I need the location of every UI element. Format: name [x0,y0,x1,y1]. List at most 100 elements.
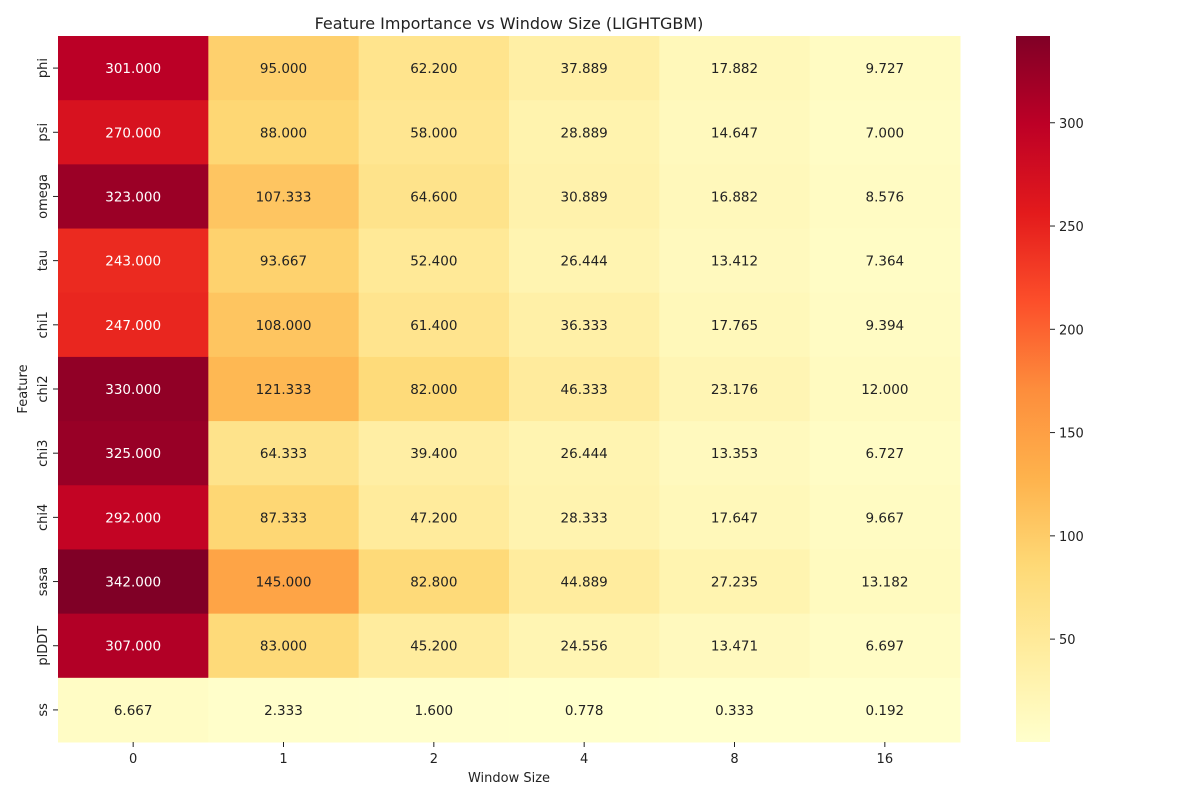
heatmap-cell [659,100,811,165]
cell-value-label: 0.778 [565,703,604,719]
heatmap-cell [509,228,660,294]
heatmap-cell [358,356,510,422]
cell-value-label: 44.889 [561,575,608,591]
cell-value-label: 9.667 [866,510,905,526]
heatmap-cell [659,549,811,615]
cell-value-label: 247.000 [105,318,161,334]
cell-value-label: 301.000 [105,61,161,77]
y-tick-label: chi3 [36,440,51,467]
cell-value-label: 325.000 [105,446,161,462]
heatmap-cell [358,549,510,615]
cell-value-label: 88.000 [260,125,307,141]
heatmap-cell [659,421,811,486]
cell-value-label: 330.000 [105,382,161,398]
cell-value-label: 23.176 [711,382,758,398]
heatmap-cell [58,549,209,615]
heatmap-cell [358,228,510,294]
cell-value-label: 28.889 [561,125,608,141]
x-tick-label: 8 [730,752,738,767]
cell-value-label: 1.600 [415,703,454,719]
heatmap-cell [208,292,360,358]
heatmap-cell [809,356,961,422]
heatmap-cell [58,100,209,165]
heatmap-cell [659,292,811,358]
heatmap-cell [358,485,510,550]
cell-value-label: 6.697 [866,639,905,655]
cell-value-label: 145.000 [256,575,312,591]
heatmap-cell [208,36,360,101]
x-axis: 0 1 2 4 8 16 [129,742,893,767]
heatmap-cell [208,100,360,165]
y-tick-label: ss [36,703,51,717]
cell-value-label: 37.889 [561,61,608,77]
cell-value-label: 58.000 [410,125,457,141]
cell-value-label: 12.000 [861,382,908,398]
cell-value-label: 64.600 [410,189,457,205]
heatmap-cell [58,485,209,550]
cell-value-label: 13.471 [711,639,758,655]
heatmap-cell [509,677,660,743]
cell-value-label: 6.667 [114,703,153,719]
heatmap-cell [58,164,209,230]
cell-value-label: 14.647 [711,125,758,141]
heatmap-cell [58,228,209,294]
heatmap-cell [358,613,510,679]
cell-value-label: 13.182 [861,575,908,591]
y-tick-label: chi1 [36,311,51,338]
x-tick-label: 16 [877,752,894,767]
heatmap-cell [58,292,209,358]
heatmap-cell [659,164,811,230]
cell-value-label: 61.400 [410,318,457,334]
heatmap-cell [509,613,660,679]
cell-value-label: 0.192 [866,703,905,719]
cell-value-label: 36.333 [561,318,608,334]
cell-value-label: 323.000 [105,189,161,205]
x-tick-label: 2 [430,752,438,767]
heatmap-cell [809,228,961,294]
cell-value-label: 9.727 [866,61,905,77]
heatmap-cell [809,164,961,230]
heatmap-cell [358,292,510,358]
heatmap-cell [358,164,510,230]
cell-value-label: 95.000 [260,61,307,77]
cell-value-label: 26.444 [561,446,608,462]
heatmap-cell [208,613,360,679]
colorbar-tick-label: 200 [1059,323,1084,338]
cell-value-label: 93.667 [260,254,307,270]
cell-value-label: 39.400 [410,446,457,462]
cell-value-label: 52.400 [410,254,457,270]
cell-value-label: 82.800 [410,575,457,591]
cell-value-label: 17.765 [711,318,758,334]
heatmap-cell [208,677,360,743]
heatmap-cell [509,356,660,422]
heatmap-cell [809,421,961,486]
colorbar-gradient [1016,36,1050,742]
y-tick-label: tau [36,250,51,271]
cell-value-label: 7.000 [866,125,905,141]
cell-value-label: 13.412 [711,254,758,270]
cell-value-label: 47.200 [410,510,457,526]
colorbar-tick-label: 250 [1059,220,1084,235]
y-tick-label: plDDT [36,626,51,666]
heatmap-cell [809,613,961,679]
heatmap-cell [208,228,360,294]
heatmap-cell [58,421,209,486]
heatmap-cell [659,228,811,294]
cell-value-label: 16.882 [711,189,758,205]
heatmap-cell [509,292,660,358]
x-tick-label: 1 [279,752,287,767]
cell-value-label: 26.444 [561,254,608,270]
y-tick-label: phi [36,58,51,78]
heatmap-cell [809,485,961,550]
cell-value-label: 342.000 [105,575,161,591]
heatmap-cell [659,677,811,743]
heatmap-cell [358,36,510,101]
cell-value-label: 108.000 [256,318,312,334]
cell-value-label: 9.394 [866,318,905,334]
y-tick-label: chi4 [36,504,51,531]
heatmap-cell [58,356,209,422]
heatmap-cell [659,485,811,550]
heatmap-cell [809,100,961,165]
